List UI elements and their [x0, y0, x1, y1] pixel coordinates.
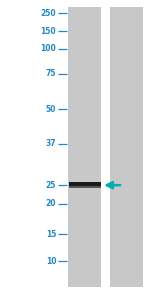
- Bar: [68, 7, 101, 287]
- Text: 37: 37: [46, 139, 56, 148]
- Text: 20: 20: [46, 199, 56, 208]
- Text: 50: 50: [46, 105, 56, 114]
- Text: 25: 25: [46, 181, 56, 190]
- Text: 250: 250: [41, 9, 56, 18]
- Bar: [110, 7, 143, 287]
- Text: 75: 75: [46, 69, 56, 78]
- Text: 15: 15: [46, 230, 56, 239]
- Bar: [69, 184, 100, 186]
- Text: 10: 10: [46, 257, 56, 266]
- Text: 100: 100: [40, 45, 56, 53]
- Bar: [69, 182, 100, 188]
- Text: 2: 2: [124, 0, 130, 2]
- Text: 150: 150: [41, 27, 56, 36]
- Bar: [69, 186, 100, 188]
- Text: 1: 1: [82, 0, 88, 2]
